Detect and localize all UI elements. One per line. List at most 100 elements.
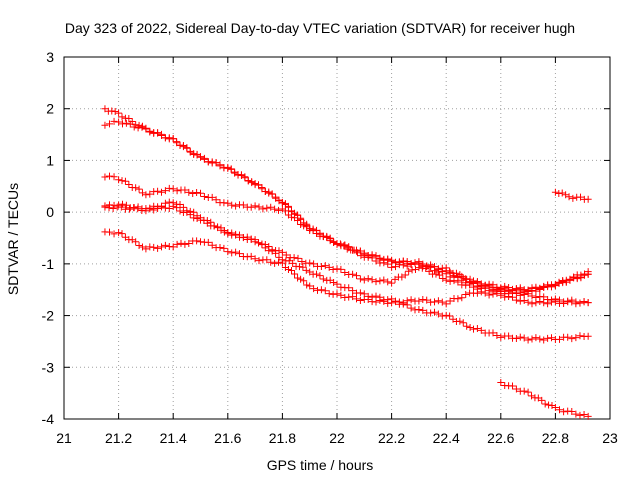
data-point xyxy=(130,204,138,212)
data-point xyxy=(555,406,563,414)
data-point xyxy=(134,124,142,132)
data-point xyxy=(325,263,333,271)
data-point xyxy=(459,319,467,327)
y-tick-label: 0 xyxy=(46,204,54,220)
data-point xyxy=(251,238,259,246)
data-point xyxy=(150,243,158,251)
data-point xyxy=(208,158,216,166)
data-point xyxy=(300,222,308,230)
data-point xyxy=(125,181,133,189)
data-point xyxy=(466,281,474,289)
data-point xyxy=(255,239,263,247)
data-point xyxy=(316,272,324,280)
data-point xyxy=(111,107,119,115)
data-point xyxy=(154,244,162,252)
data-point xyxy=(516,333,524,341)
data-point xyxy=(244,177,252,185)
data-point xyxy=(158,243,165,251)
x-tick-label: 21.4 xyxy=(160,430,187,446)
data-point xyxy=(560,299,568,307)
data-point xyxy=(306,259,314,267)
data-point xyxy=(520,387,528,395)
data-point xyxy=(399,300,407,308)
data-point xyxy=(106,120,113,128)
data-point xyxy=(193,188,201,196)
data-point xyxy=(319,275,327,283)
data-point xyxy=(415,297,423,305)
data-point xyxy=(564,333,572,341)
data-point xyxy=(415,306,423,314)
data-point xyxy=(239,201,247,209)
data-point xyxy=(115,118,123,126)
ticks-layer: 21 21.2 21.4 21.6 21.8 22 22.2 22.4 22.6 22.8 23-4… xyxy=(42,49,618,446)
data-point xyxy=(217,226,225,234)
data-point xyxy=(319,232,327,240)
data-point xyxy=(584,412,592,420)
data-point xyxy=(161,187,169,195)
data-point xyxy=(560,408,568,416)
data-point xyxy=(577,193,585,201)
data-point xyxy=(294,254,302,262)
data-point xyxy=(228,249,236,257)
data-point xyxy=(214,223,222,231)
data-point xyxy=(138,123,146,131)
data-point xyxy=(422,264,430,272)
data-point xyxy=(330,238,338,246)
data-point xyxy=(101,121,109,129)
data-point xyxy=(228,229,236,237)
data-point xyxy=(189,190,197,198)
data-point xyxy=(566,275,574,283)
data-point xyxy=(401,271,409,279)
data-point xyxy=(419,306,427,314)
data-point xyxy=(323,233,331,241)
data-point xyxy=(545,401,553,409)
data-point xyxy=(435,271,443,279)
data-point xyxy=(573,275,581,283)
data-point xyxy=(341,241,349,249)
data-point xyxy=(368,254,376,262)
data-point xyxy=(580,297,588,305)
data-point xyxy=(524,336,532,344)
data-point xyxy=(548,298,555,306)
data-point xyxy=(251,180,259,188)
data-point xyxy=(110,173,118,181)
data-point xyxy=(388,295,396,303)
data-point xyxy=(520,334,528,342)
data-point xyxy=(551,188,559,196)
data-point xyxy=(442,264,450,272)
data-point xyxy=(415,264,423,272)
data-point xyxy=(125,115,133,123)
data-point xyxy=(212,159,220,167)
data-point xyxy=(227,165,235,173)
data-point xyxy=(165,198,173,206)
data-point xyxy=(210,222,218,230)
data-point xyxy=(360,290,368,298)
data-point xyxy=(236,250,243,258)
data-point xyxy=(356,275,364,283)
data-point xyxy=(340,242,348,250)
data-point xyxy=(405,267,413,275)
data-point xyxy=(388,263,396,271)
data-point xyxy=(186,148,194,156)
data-point xyxy=(333,290,341,298)
data-point xyxy=(295,263,303,271)
data-point xyxy=(442,311,450,319)
data-point xyxy=(532,299,540,307)
data-point xyxy=(569,194,577,202)
data-point xyxy=(456,317,464,325)
data-point xyxy=(493,289,501,297)
data-point xyxy=(524,298,532,306)
data-point xyxy=(427,309,435,317)
data-point xyxy=(118,230,126,238)
data-point xyxy=(520,296,528,304)
data-point xyxy=(284,203,292,211)
data-point xyxy=(520,290,528,298)
data-point xyxy=(356,296,364,304)
data-point xyxy=(173,204,181,212)
data-point xyxy=(450,277,458,285)
data-point xyxy=(399,261,407,269)
data-point xyxy=(559,279,567,287)
data-point xyxy=(185,188,193,196)
data-point xyxy=(364,253,372,261)
